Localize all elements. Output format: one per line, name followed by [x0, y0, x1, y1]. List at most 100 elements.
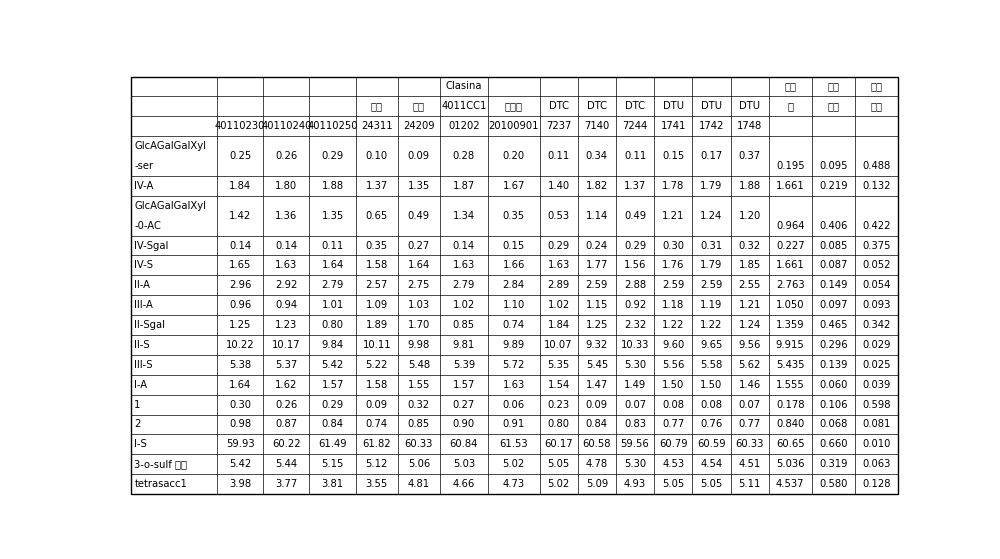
Text: 0.095: 0.095: [819, 161, 847, 171]
Text: 0.465: 0.465: [819, 320, 847, 330]
Text: 0.77: 0.77: [739, 419, 761, 429]
Text: 1.50: 1.50: [662, 380, 684, 390]
Text: 60.84: 60.84: [450, 439, 478, 449]
Text: 1.25: 1.25: [586, 320, 608, 330]
Text: 0.219: 0.219: [819, 181, 848, 191]
Text: 1.40: 1.40: [548, 181, 570, 191]
Text: 1.47: 1.47: [586, 380, 608, 390]
Text: 値: 値: [787, 101, 793, 111]
Text: 2: 2: [134, 419, 141, 429]
Text: 1.01: 1.01: [321, 300, 344, 310]
Text: 0.29: 0.29: [547, 240, 570, 250]
Text: -0-AC: -0-AC: [134, 221, 161, 231]
Text: 5.37: 5.37: [275, 360, 298, 370]
Text: 5.39: 5.39: [453, 360, 475, 370]
Text: 1.21: 1.21: [662, 211, 684, 221]
Text: 1: 1: [134, 400, 141, 410]
Text: 9.89: 9.89: [503, 340, 525, 350]
Text: 2.57: 2.57: [366, 280, 388, 290]
Text: 0.06: 0.06: [503, 400, 525, 410]
Text: 4.81: 4.81: [408, 479, 430, 489]
Text: 1.19: 1.19: [700, 300, 723, 310]
Text: 2.89: 2.89: [547, 280, 570, 290]
Text: 1.22: 1.22: [662, 320, 684, 330]
Text: 0.94: 0.94: [275, 300, 297, 310]
Text: 0.406: 0.406: [819, 221, 847, 231]
Text: 3.98: 3.98: [229, 479, 251, 489]
Text: IV-S: IV-S: [134, 260, 153, 271]
Text: 0.087: 0.087: [819, 260, 847, 271]
Text: 1.09: 1.09: [366, 300, 388, 310]
Text: 偏差: 偏差: [827, 101, 839, 111]
Text: 0.90: 0.90: [453, 419, 475, 429]
Text: 0.07: 0.07: [739, 400, 761, 410]
Text: 1.76: 1.76: [662, 260, 684, 271]
Text: 2.92: 2.92: [275, 280, 298, 290]
Text: 1.89: 1.89: [366, 320, 388, 330]
Text: 5.42: 5.42: [229, 459, 251, 469]
Text: 0.92: 0.92: [624, 300, 646, 310]
Text: 5.62: 5.62: [738, 360, 761, 370]
Text: 0.74: 0.74: [366, 419, 388, 429]
Text: 0.87: 0.87: [275, 419, 297, 429]
Text: 1.65: 1.65: [229, 260, 251, 271]
Text: II-S: II-S: [134, 340, 150, 350]
Text: 0.83: 0.83: [624, 419, 646, 429]
Text: 1.66: 1.66: [502, 260, 525, 271]
Text: 5.38: 5.38: [229, 360, 251, 370]
Text: 0.08: 0.08: [662, 400, 684, 410]
Text: 1.22: 1.22: [700, 320, 723, 330]
Text: DTU: DTU: [739, 101, 760, 111]
Text: 克赛: 克赛: [371, 101, 383, 111]
Text: 0.28: 0.28: [453, 151, 475, 161]
Text: 1.23: 1.23: [275, 320, 298, 330]
Text: 1742: 1742: [699, 121, 724, 131]
Text: 0.14: 0.14: [275, 240, 297, 250]
Text: 1.80: 1.80: [275, 181, 297, 191]
Text: 0.07: 0.07: [624, 400, 646, 410]
Text: 1.03: 1.03: [408, 300, 430, 310]
Text: 0.76: 0.76: [700, 419, 723, 429]
Text: 0.128: 0.128: [862, 479, 890, 489]
Text: 4.66: 4.66: [453, 479, 475, 489]
Text: 1.88: 1.88: [322, 181, 344, 191]
Text: 2.75: 2.75: [408, 280, 430, 290]
Text: 0.26: 0.26: [275, 151, 298, 161]
Text: 5.44: 5.44: [275, 459, 297, 469]
Text: 0.054: 0.054: [862, 280, 890, 290]
Text: 4.73: 4.73: [503, 479, 525, 489]
Text: 10.07: 10.07: [544, 340, 573, 350]
Text: 1.88: 1.88: [739, 181, 761, 191]
Text: 40110240: 40110240: [261, 121, 312, 131]
Text: 61.53: 61.53: [499, 439, 528, 449]
Text: 0.025: 0.025: [862, 360, 890, 370]
Text: 0.139: 0.139: [819, 360, 847, 370]
Text: 1.64: 1.64: [229, 380, 251, 390]
Text: DTU: DTU: [701, 101, 722, 111]
Text: 1.57: 1.57: [321, 380, 344, 390]
Text: tetrasacc1: tetrasacc1: [134, 479, 187, 489]
Text: 0.097: 0.097: [819, 300, 847, 310]
Text: 0.80: 0.80: [548, 419, 570, 429]
Text: 1.18: 1.18: [662, 300, 684, 310]
Text: 0.27: 0.27: [408, 240, 430, 250]
Text: 1.050: 1.050: [776, 300, 804, 310]
Text: 1.37: 1.37: [624, 181, 646, 191]
Text: 60.65: 60.65: [776, 439, 805, 449]
Text: 1.49: 1.49: [624, 380, 646, 390]
Text: 1.70: 1.70: [408, 320, 430, 330]
Text: 1.84: 1.84: [229, 181, 251, 191]
Text: 0.081: 0.081: [862, 419, 890, 429]
Text: 0.063: 0.063: [862, 459, 890, 469]
Text: 59.93: 59.93: [226, 439, 255, 449]
Text: 01202: 01202: [448, 121, 480, 131]
Text: 2.55: 2.55: [738, 280, 761, 290]
Text: II-Sgal: II-Sgal: [134, 320, 165, 330]
Text: 0.093: 0.093: [862, 300, 890, 310]
Text: -ser: -ser: [134, 161, 153, 171]
Text: 5.48: 5.48: [408, 360, 430, 370]
Text: 0.029: 0.029: [862, 340, 890, 350]
Text: 0.74: 0.74: [503, 320, 525, 330]
Text: 1.35: 1.35: [408, 181, 430, 191]
Text: 0.132: 0.132: [862, 181, 890, 191]
